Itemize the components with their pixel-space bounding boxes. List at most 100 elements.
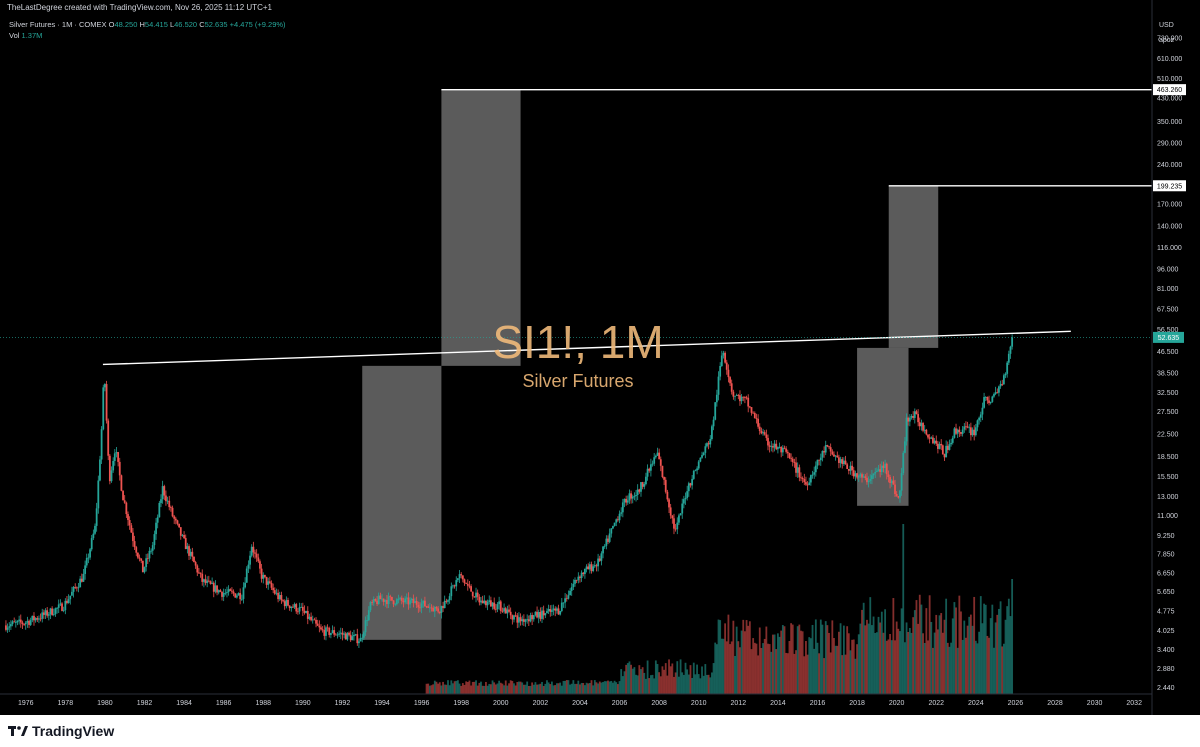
volume-bar xyxy=(729,644,731,694)
candle-body xyxy=(288,605,291,609)
candle-body xyxy=(430,607,433,609)
candle-body xyxy=(546,611,548,614)
volume-bar xyxy=(674,672,677,694)
candle-body xyxy=(742,396,745,398)
candle-body xyxy=(844,460,847,465)
candle-body xyxy=(730,383,733,392)
volume-bar xyxy=(834,645,837,694)
candle-body xyxy=(41,612,44,619)
projection-box[interactable] xyxy=(362,365,442,640)
candle-body xyxy=(638,489,641,492)
candle-body xyxy=(814,465,817,473)
volume-bar xyxy=(602,682,604,694)
candle-body xyxy=(496,604,499,610)
candle-body xyxy=(696,468,698,471)
volume-bar xyxy=(735,626,738,694)
candle-body xyxy=(783,447,786,449)
volume-bar xyxy=(587,683,590,694)
volume-bar xyxy=(486,685,489,694)
price-tick: 4.025 xyxy=(1157,628,1175,635)
resistance-trendline[interactable] xyxy=(102,330,1071,366)
volume-bar xyxy=(473,681,476,694)
volume-bar xyxy=(638,665,641,694)
volume-bar xyxy=(892,598,895,694)
tradingview-logo[interactable]: TradingView xyxy=(8,723,114,739)
currency-label[interactable]: USD xyxy=(1159,22,1174,29)
candle-body xyxy=(506,609,509,614)
candle-body xyxy=(816,459,819,466)
candle-body xyxy=(828,446,830,448)
candle-body xyxy=(28,620,30,625)
candle-body xyxy=(183,535,185,539)
candle-body xyxy=(593,565,596,567)
symbol-description[interactable]: Silver Futures · 1M · COMEX xyxy=(9,20,107,29)
volume-bar xyxy=(496,683,499,694)
candle-body xyxy=(16,620,19,623)
volume-bar xyxy=(669,666,672,694)
candle-body xyxy=(341,632,344,635)
volume-bar xyxy=(915,600,918,694)
volume-bar xyxy=(461,683,464,694)
volume-bar xyxy=(762,643,764,694)
candle-body xyxy=(99,459,101,481)
candle-body xyxy=(720,355,723,366)
candle-body xyxy=(204,579,207,583)
candle-body xyxy=(489,600,492,607)
volume-bar xyxy=(867,623,870,694)
volume-bar xyxy=(960,611,962,694)
candle-body xyxy=(433,606,436,612)
scale-mode-label[interactable]: apoz xyxy=(1159,37,1175,44)
candle-body xyxy=(311,619,314,621)
candle-body xyxy=(158,502,161,518)
candle-body xyxy=(529,615,532,622)
volume-bar xyxy=(938,615,941,694)
candle-body xyxy=(986,396,989,401)
candle-body xyxy=(626,500,629,503)
candle-body xyxy=(445,600,448,602)
volume-bar xyxy=(1007,598,1010,694)
candle-body xyxy=(415,600,418,605)
volume-bar xyxy=(425,683,428,694)
projection-box[interactable] xyxy=(888,185,939,348)
volume-bar xyxy=(536,684,538,694)
footer-bar: TradingView xyxy=(0,715,1200,747)
volume-bar xyxy=(966,625,969,694)
candle-body xyxy=(110,470,113,482)
candle-body xyxy=(346,632,349,640)
candle-body xyxy=(988,400,990,404)
volume-bar xyxy=(800,630,802,694)
price-tick: 27.500 xyxy=(1157,409,1179,416)
volume-bar xyxy=(653,678,656,694)
time-axis[interactable]: 1976 1978 1980 1982 1984 1986 1988 1990 1992 1994… xyxy=(0,693,1152,707)
candle-body xyxy=(435,606,438,609)
volume-bar xyxy=(539,683,542,694)
price-axis[interactable]: USD apoz 730.000 610.000 510.000 430.000 350… xyxy=(1151,0,1186,715)
volume-bar xyxy=(595,682,598,694)
candle-body xyxy=(224,592,227,594)
price-chart[interactable]: SI1!, 1M Silver Futures USD apoz 730.000… xyxy=(0,0,1200,715)
candle-body xyxy=(697,461,700,469)
candle-body xyxy=(318,625,321,628)
projection-box[interactable] xyxy=(441,89,521,366)
candle-body xyxy=(941,445,944,455)
volume-bar xyxy=(917,623,920,694)
candle-body xyxy=(833,454,835,457)
volume-bar xyxy=(842,625,845,694)
volume-label[interactable]: Vol xyxy=(9,31,20,40)
candle-body xyxy=(257,557,260,562)
candle-body xyxy=(351,636,354,641)
volume-bar xyxy=(588,683,591,694)
volume-bar xyxy=(1002,643,1005,694)
candle-body xyxy=(577,576,580,581)
volume-bar xyxy=(621,676,624,694)
time-tick: 2030 xyxy=(1087,700,1103,707)
candle-body xyxy=(668,499,670,508)
price-tick: 38.500 xyxy=(1157,371,1179,378)
volume-bar xyxy=(833,638,835,694)
candle-body xyxy=(894,484,896,495)
volume-bar xyxy=(682,674,685,694)
candle-body xyxy=(509,611,512,616)
candle-body xyxy=(760,431,763,434)
volume-bar xyxy=(518,681,520,694)
volume-bar xyxy=(453,681,456,694)
